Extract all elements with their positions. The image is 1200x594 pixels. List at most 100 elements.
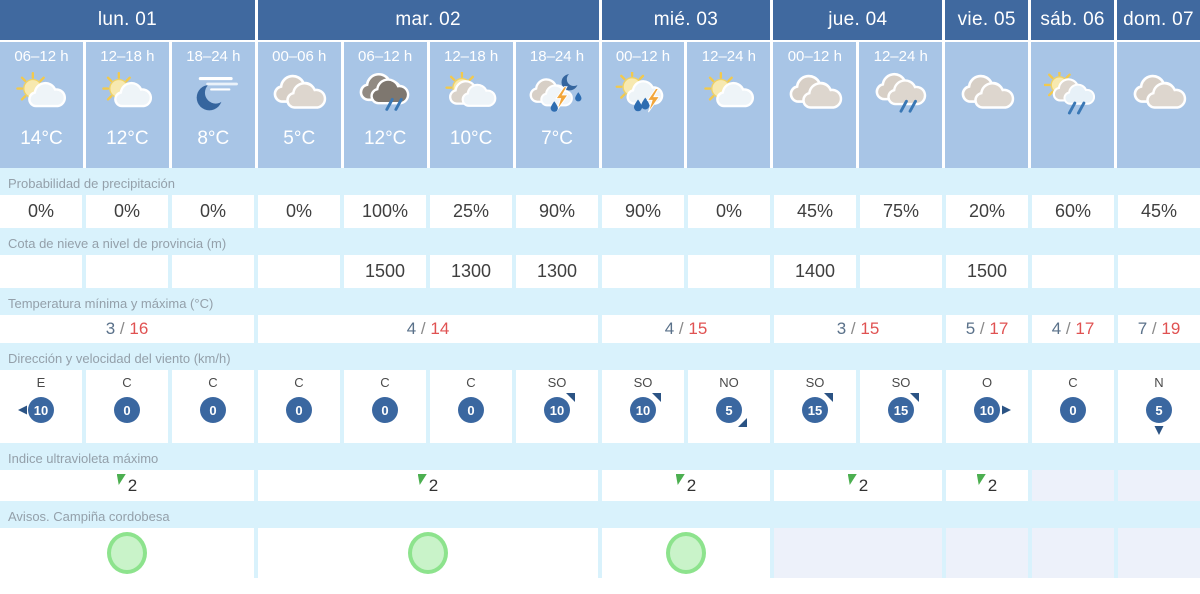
temp-max: 14: [430, 319, 450, 338]
warning-cell: [774, 528, 942, 578]
day-header-7[interactable]: dom. 07: [1117, 0, 1200, 40]
uv-flag-icon: [417, 474, 427, 485]
clouds-icon: [1130, 68, 1188, 120]
snow-level-cell: [602, 255, 684, 288]
day-header-6[interactable]: sáb. 06: [1031, 0, 1115, 40]
wind-direction-label: C: [466, 375, 476, 390]
sun-cloud-rain-icon: [1043, 68, 1102, 120]
precipitation-label: Probabilidad de precipitación: [8, 176, 175, 191]
precip-value-cell: 0%: [172, 195, 254, 228]
snow-level-cell: [0, 255, 82, 288]
wind-direction-label: SO: [547, 375, 567, 390]
temp-separator: /: [975, 319, 990, 338]
warnings-label: Avisos. Campiña cordobesa: [8, 509, 170, 524]
snow-level-cell: 1300: [430, 255, 512, 288]
temp-min: 4: [1051, 319, 1062, 338]
precip-value-cell: 90%: [602, 195, 684, 228]
snow-level-cell: [860, 255, 942, 288]
warning-green-circle-icon: [107, 532, 147, 574]
temp-minmax-cell: 4 / 17: [1032, 315, 1114, 343]
clouds-icon: [958, 68, 1016, 120]
period-time-label: 12–24 h: [701, 48, 756, 65]
temp-separator: /: [846, 319, 861, 338]
period-cell: 12–24 h: [687, 42, 771, 168]
uv-cell: 2: [774, 470, 942, 501]
wind-badge: 10: [974, 397, 1011, 423]
wind-speed-value: 0: [1060, 397, 1086, 423]
wind-badge: 15: [888, 393, 919, 423]
period-temp: 12°C: [363, 128, 407, 149]
snow-level-cell: [1118, 255, 1200, 288]
wind-speed-value: 0: [200, 397, 226, 423]
period-temp: 10°C: [449, 128, 493, 149]
wind-badge: 5: [1146, 397, 1172, 435]
wind-arrow-right-icon: [1002, 405, 1011, 415]
wind-cell: SO 10: [516, 370, 598, 443]
uv-flag-icon: [847, 474, 857, 485]
wind-speed-value: 5: [716, 397, 742, 423]
wind-row: E 10 C 0 C 0 C 0 C 0 C 0 SO 10 SO 10 NO 5 SO 15 SO 15 O 10 C 0 N 5: [0, 370, 1200, 443]
wind-arrow-top-right-icon: [566, 393, 575, 402]
uv-value: 2: [428, 475, 439, 495]
wind-speed-value: 10: [28, 397, 54, 423]
uv-value: 2: [987, 475, 998, 495]
day-header-4[interactable]: jue. 04: [773, 0, 943, 40]
period-time-label: 18–24 h: [529, 48, 585, 65]
wind-direction-label: C: [208, 375, 218, 390]
temperature-label: Temperatura mínima y máxima (°C): [8, 296, 214, 311]
wind-speed-value: 10: [974, 397, 1000, 423]
sun-storm-icon: [614, 68, 672, 120]
period-cell: 12–24 h: [859, 42, 943, 168]
uv-cell: 2: [602, 470, 770, 501]
wind-cell: O 10: [946, 370, 1028, 443]
day-header-5[interactable]: vie. 05: [945, 0, 1029, 40]
wind-direction-label: SO: [633, 375, 653, 390]
period-time-label: 00–06 h: [272, 48, 327, 65]
warning-cell: [258, 528, 598, 578]
uv-cell: [1032, 470, 1114, 501]
period-cell: [945, 42, 1029, 168]
wind-cell: E 10: [0, 370, 82, 443]
wind-arrow-left-icon: [18, 405, 27, 415]
temp-minmax-cell: 7 / 19: [1118, 315, 1200, 343]
temp-minmax-cell: 3 / 15: [774, 315, 942, 343]
wind-speed-value: 10: [630, 397, 656, 423]
wind-badge: 0: [1060, 397, 1086, 423]
temp-minmax-cell: 5 / 17: [946, 315, 1028, 343]
uv-label: Indice ultravioleta máximo: [8, 451, 159, 466]
day-header-1[interactable]: lun. 01: [0, 0, 255, 40]
precip-value-cell: 20%: [946, 195, 1028, 228]
temp-min: 4: [406, 319, 417, 338]
warning-green-circle-icon: [666, 532, 706, 574]
clouds-icon: [786, 68, 844, 120]
day-header-2[interactable]: mar. 02: [257, 0, 599, 40]
snow-level-cell: [1032, 255, 1114, 288]
temp-separator: /: [115, 319, 130, 338]
wind-speed-value: 0: [286, 397, 312, 423]
temp-min: 5: [965, 319, 976, 338]
day-header-3[interactable]: mié. 03: [601, 0, 771, 40]
temp-separator: /: [1061, 319, 1076, 338]
wind-speed-value: 5: [1146, 397, 1172, 423]
snow-row: 1500 1300 1300 1400 1500: [0, 255, 1200, 288]
wind-arrow-down-icon: [1154, 426, 1164, 435]
sun-cloud-icon: [98, 68, 156, 120]
warning-cell: [0, 528, 254, 578]
wind-direction-label: N: [1154, 375, 1164, 390]
wind-badge: 0: [372, 397, 398, 423]
wind-direction-label: SO: [805, 375, 825, 390]
bottom-spacer: [0, 578, 1200, 594]
uv-flag-icon: [116, 474, 126, 485]
night-storm-icon: [528, 68, 586, 120]
precip-value-cell: 100%: [344, 195, 426, 228]
warning-green-circle-icon: [408, 532, 448, 574]
wind-cell: SO 10: [602, 370, 684, 443]
uv-cell: 2: [946, 470, 1028, 501]
wind-direction-label: C: [380, 375, 390, 390]
temp-max: 15: [860, 319, 880, 338]
wind-badge: 10: [630, 393, 661, 423]
precip-value-cell: 75%: [860, 195, 942, 228]
